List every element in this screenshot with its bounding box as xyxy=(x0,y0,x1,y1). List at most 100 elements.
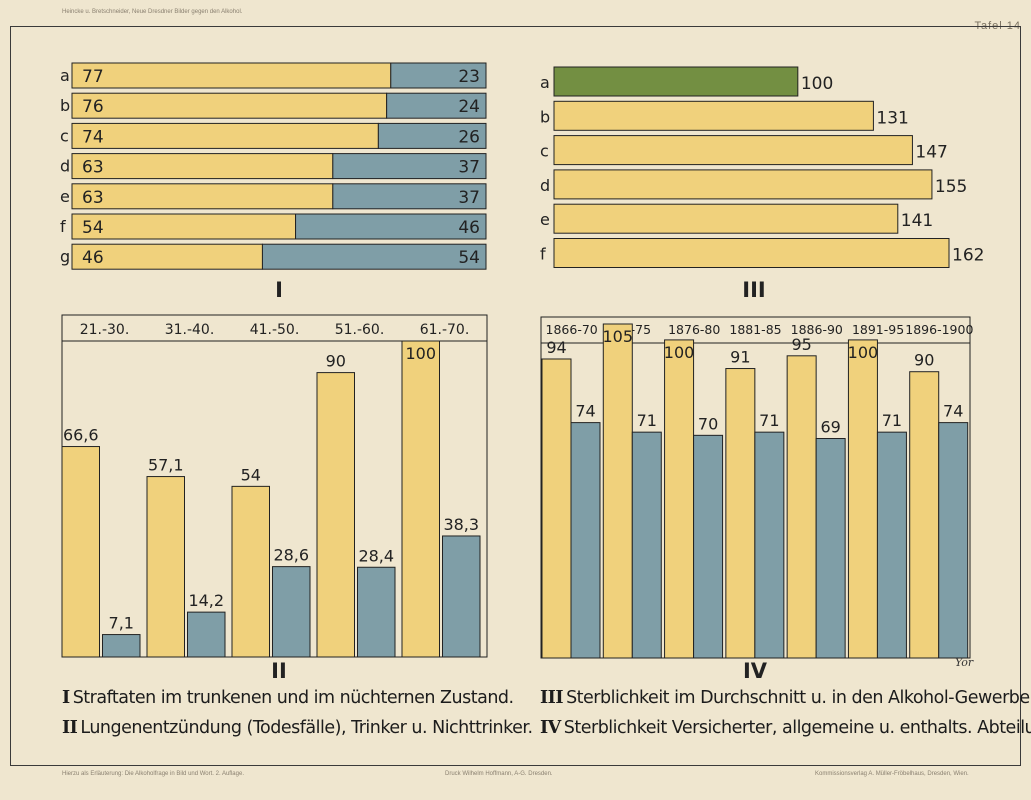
chart-II-value-yellow: 66,6 xyxy=(63,426,99,445)
chart-IV-bar-yellow xyxy=(786,355,817,659)
chart-II-value-yellow: 90 xyxy=(326,352,346,371)
chart-I-value-blue: 54 xyxy=(458,248,480,268)
chart-III-category-label: f xyxy=(540,245,546,264)
chart-III-value-label: 100 xyxy=(801,74,833,94)
chart-I-bar-blue xyxy=(390,62,487,89)
chart-I-bar-blue xyxy=(332,183,487,210)
frame xyxy=(10,26,1021,766)
chart-I-bar-blue xyxy=(332,153,487,180)
chart-IV-bar-yellow xyxy=(541,358,572,659)
chart-IV-value-yellow: 100 xyxy=(664,343,695,362)
chart-I-bar-yellow xyxy=(71,213,297,240)
chart-II-tick-label: 41.-50. xyxy=(250,322,300,338)
caption-I-text: Straftaten im trunkenen und im nüchterne… xyxy=(72,688,514,708)
chart-II-tick-label: 31.-40. xyxy=(165,322,215,338)
chart-III-bar xyxy=(553,100,874,131)
chart-I-bar-yellow xyxy=(71,243,263,270)
caption-II-text: Lungenentzündung (Todesfälle), Trinker u… xyxy=(80,718,533,738)
chart-II-value-blue: 14,2 xyxy=(188,591,224,610)
caption-III: III Sterblichkeit im Durchschnitt u. in d… xyxy=(540,688,1031,708)
chart-I-value-yellow: 76 xyxy=(82,97,104,117)
caption-IV-text: Sterblichkeit Versicherter, allgemeine u… xyxy=(563,718,1031,738)
chart-I-bar-blue xyxy=(386,92,487,119)
chart-I-category-label: a xyxy=(60,66,70,85)
chart-II-value-blue: 28,6 xyxy=(273,546,309,565)
chart-IV-value-blue: 74 xyxy=(575,402,595,421)
chart-II-bar-blue xyxy=(272,566,311,658)
chart-I-value-yellow: 63 xyxy=(82,158,104,178)
chart-I-value-blue: 37 xyxy=(458,158,480,178)
chart-IV-value-yellow: 90 xyxy=(914,351,934,370)
chart-I-bar-blue xyxy=(261,243,487,270)
chart-IV-value-blue: 70 xyxy=(698,414,718,433)
chart-IV-bar-yellow xyxy=(664,339,695,659)
chart-I-bar-yellow xyxy=(71,92,388,119)
chart-I-numeral: I xyxy=(275,278,283,302)
chart-III-bar xyxy=(553,238,950,268)
chart-I-value-blue: 23 xyxy=(458,67,480,87)
chart-II-tick-label: 51.-60. xyxy=(335,322,385,338)
chart-III-category-label: d xyxy=(540,176,550,195)
chart-II-bar-yellow xyxy=(401,340,440,658)
chart-III-bar xyxy=(553,135,913,166)
chart-IV-value-blue: 74 xyxy=(943,402,963,421)
chart-II-tick-label: 21.-30. xyxy=(80,322,130,338)
chart-III-category-label: e xyxy=(540,210,550,229)
chart-III-category-label: b xyxy=(540,107,550,126)
publisher-note: Heincke u. Bretschneider, Neue Dresdner … xyxy=(62,9,243,15)
chart-I-category-label: d xyxy=(60,157,70,176)
chart-III-value-label: 162 xyxy=(952,246,984,266)
chart-I-category-label: b xyxy=(60,96,70,115)
chart-IV-tick-label: 1866-70 xyxy=(546,322,598,337)
caption-III-text: Sterblichkeit im Durchschnitt u. in den … xyxy=(566,688,1031,708)
chart-I-bar-blue xyxy=(377,122,487,149)
chart-IV-bar-blue xyxy=(631,431,662,659)
chart-IV-tick-label: 1876-80 xyxy=(668,322,720,337)
footer-right: Kommissionsverlag A. Müller-Fröbelhaus, … xyxy=(815,771,969,777)
chart-II-value-blue: 38,3 xyxy=(443,515,479,534)
chart-I-bar-yellow xyxy=(71,122,379,149)
caption-II-numeral: II xyxy=(62,718,78,738)
chart-IV-bar-yellow xyxy=(602,323,633,659)
chart-I-value-yellow: 46 xyxy=(82,248,104,268)
chart-IV-value-blue: 71 xyxy=(882,411,902,430)
chart-IV-bar-blue xyxy=(815,438,846,659)
chart-II-value-blue: 7,1 xyxy=(109,614,134,633)
chart-I-category-label: e xyxy=(60,187,70,206)
chart-II-bar-yellow xyxy=(61,446,100,658)
chart-IV-bar-blue xyxy=(570,422,601,659)
caption-IV: IV Sterblichkeit Versicherter, allgemeine… xyxy=(540,718,1031,738)
chart-I-bar-yellow xyxy=(71,183,334,210)
caption-II: II Lungenentzündung (Todesfälle), Trinker… xyxy=(62,718,533,738)
chart-I-value-blue: 37 xyxy=(458,188,480,208)
caption-I-numeral: I xyxy=(62,688,70,708)
chart-I-bar-yellow xyxy=(71,153,334,180)
chart-I-value-yellow: 54 xyxy=(82,218,104,238)
chart-IV-bar-blue xyxy=(693,434,724,659)
footer-left: Hierzu als Erläuterung: Die Alkoholfrage… xyxy=(62,771,244,777)
chart-III-value-label: 147 xyxy=(915,143,947,163)
chart-III-value-label: 131 xyxy=(876,108,908,128)
chart-IV-bar-yellow xyxy=(725,368,756,659)
chart-IV-bar-yellow xyxy=(909,371,940,659)
chart-II-bar-blue xyxy=(187,611,226,658)
footer-center: Druck Wilhelm Hoffmann, A-G. Dresden. xyxy=(445,771,553,777)
chart-IV-numeral: IV xyxy=(743,659,768,683)
chart-I-bar-yellow xyxy=(71,62,392,89)
chart-IV-value-blue: 69 xyxy=(820,418,840,437)
chart-IV-value-blue: 71 xyxy=(759,411,779,430)
chart-II-bar-blue xyxy=(357,566,396,658)
chart-I-value-blue: 46 xyxy=(458,218,480,238)
chart-I-category-label: g xyxy=(60,247,70,266)
chart-I-value-yellow: 63 xyxy=(82,188,104,208)
chart-II-bar-yellow xyxy=(316,372,355,658)
chart-II-numeral: II xyxy=(271,659,287,683)
chart-I-value-blue: 24 xyxy=(458,97,480,117)
chart-IV-value-blue: 71 xyxy=(637,411,657,430)
chart-I-value-yellow: 74 xyxy=(82,127,104,147)
chart-II-value-blue: 28,4 xyxy=(358,546,394,565)
chart-II-value-yellow: 54 xyxy=(241,465,261,484)
chart-IV-bar-blue xyxy=(754,431,785,659)
